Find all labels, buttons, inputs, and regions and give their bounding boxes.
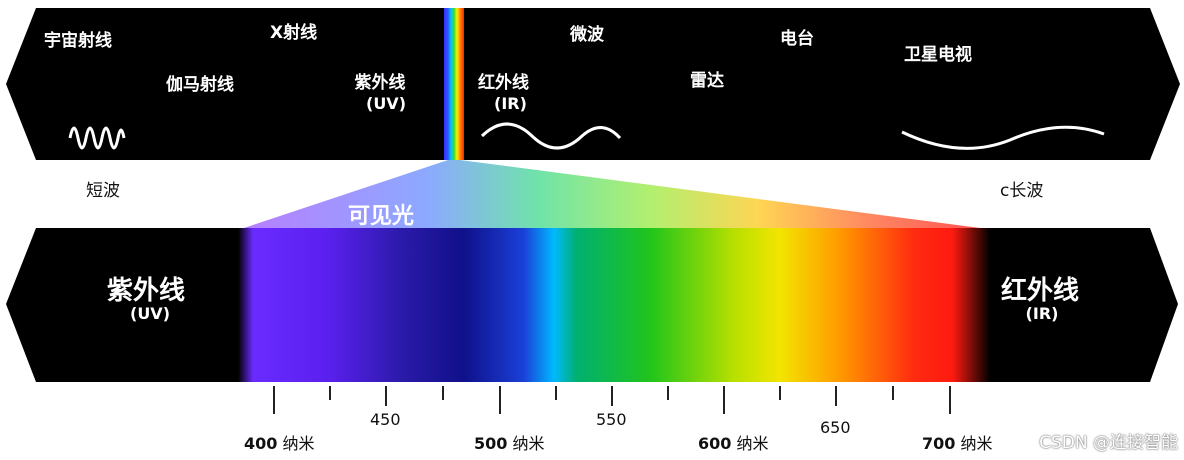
tick-500: 500 纳米 [474,434,545,453]
label-ir-bottom: 红外线 [1000,276,1080,306]
top-spectrum-band [6,8,1180,160]
tick-550: 550 [596,410,627,429]
label-cosmic-rays: 宇宙射线 [44,31,112,51]
tick-650: 650 [820,418,851,437]
ir-wave-icon [480,122,622,150]
watermark: CSDN @连接智能 [1039,433,1178,453]
label-satellite-tv: 卫星电视 [904,45,972,65]
label-uv-bottom: 紫外线 [106,276,186,306]
tick-600: 600 纳米 [698,434,769,453]
label-uv-abbr-bottom: (UV) [130,304,170,323]
tick-450: 450 [370,410,401,429]
label-uv-abbr-top: (UV) [366,94,406,113]
label-long-wave: c长波 [1000,181,1044,201]
label-gamma-rays: 伽马射线 [166,75,234,95]
label-radio: 电台 [780,29,814,49]
label-ir-top: 红外线 [478,73,529,93]
label-x-rays: X射线 [270,23,318,43]
label-short-wave: 短波 [86,181,120,201]
short-wave-icon [68,126,126,150]
prism-streak [444,8,464,160]
label-uv-top: 紫外线 [354,73,406,93]
visible-light-fan [244,160,980,228]
axis-ticks [273,386,951,414]
label-microwave: 微波 [570,25,604,45]
visible-spectrum [238,228,990,382]
long-wave-icon [901,125,1105,150]
label-ir-abbr-bottom: (IR) [1025,304,1059,323]
label-radar: 雷达 [690,71,724,91]
label-visible-light: 可见光 [348,204,415,229]
tick-700: 700 纳米 [922,434,993,453]
label-ir-abbr-top: (IR) [494,94,527,113]
tick-400: 400 纳米 [244,434,315,453]
